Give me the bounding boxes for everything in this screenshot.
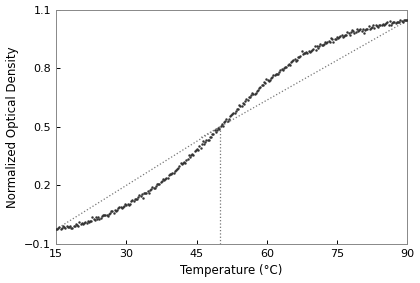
- Y-axis label: Normalized Optical Density: Normalized Optical Density: [5, 46, 18, 208]
- X-axis label: Temperature (°C): Temperature (°C): [181, 264, 283, 277]
